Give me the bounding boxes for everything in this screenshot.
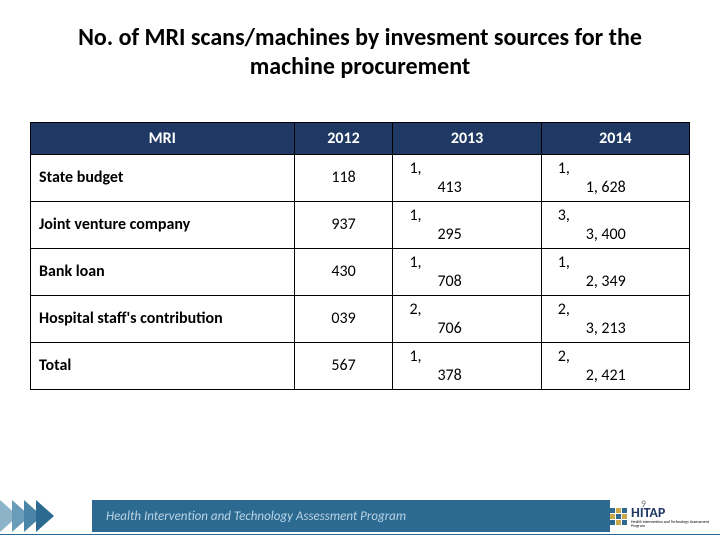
hitap-logo: HITAP Health Intervention and Technology… bbox=[610, 504, 720, 529]
chevron-icon bbox=[36, 500, 54, 532]
header-mri: MRI bbox=[31, 122, 295, 154]
cell-2012: 039 bbox=[294, 295, 393, 342]
cell-2012: 430 bbox=[294, 248, 393, 295]
row-label: Bank loan bbox=[31, 248, 295, 295]
cell-2014: 2,2, 421 bbox=[541, 342, 689, 389]
cell-2012: 118 bbox=[294, 154, 393, 201]
footer-program-name: Health Intervention and Technology Asses… bbox=[92, 500, 610, 532]
footer-rule bbox=[0, 534, 720, 535]
row-label: Total bbox=[31, 342, 295, 389]
row-label: Hospital staff's contribution bbox=[31, 295, 295, 342]
cell-2012: 937 bbox=[294, 201, 393, 248]
cell-2014: 2,3, 213 bbox=[541, 295, 689, 342]
header-2013: 2013 bbox=[393, 122, 541, 154]
cell-2012: 567 bbox=[294, 342, 393, 389]
footer-bar: Health Intervention and Technology Asses… bbox=[0, 500, 720, 532]
table-row: Bank loan4301,7081,2, 349 bbox=[31, 248, 690, 295]
footer-chevrons bbox=[0, 500, 92, 532]
row-label: Joint venture company bbox=[31, 201, 295, 248]
logo-mark-icon bbox=[610, 508, 627, 525]
table-body: State budget1181,4131,1, 628Joint ventur… bbox=[31, 154, 690, 389]
table-row: Joint venture company9371,2953,3, 400 bbox=[31, 201, 690, 248]
cell-2014: 1,1, 628 bbox=[541, 154, 689, 201]
cell-2013: 1,295 bbox=[393, 201, 541, 248]
cell-2013: 1,378 bbox=[393, 342, 541, 389]
table-header-row: MRI 2012 2013 2014 bbox=[31, 122, 690, 154]
cell-2014: 3,3, 400 bbox=[541, 201, 689, 248]
header-2014: 2014 bbox=[541, 122, 689, 154]
cell-2013: 2,706 bbox=[393, 295, 541, 342]
header-2012: 2012 bbox=[294, 122, 393, 154]
slide-number: 9 bbox=[641, 497, 646, 510]
logo-subtext: Health Intervention and Technology Asses… bbox=[631, 521, 720, 529]
table-row: Total5671,3782,2, 421 bbox=[31, 342, 690, 389]
footer: Health Intervention and Technology Asses… bbox=[0, 494, 720, 540]
footer-logo-area: HITAP Health Intervention and Technology… bbox=[610, 500, 720, 532]
mri-table: MRI 2012 2013 2014 State budget1181,4131… bbox=[30, 122, 690, 390]
table-row: State budget1181,4131,1, 628 bbox=[31, 154, 690, 201]
table-container: MRI 2012 2013 2014 State budget1181,4131… bbox=[0, 92, 720, 390]
table-row: Hospital staff's contribution0392,7062,3… bbox=[31, 295, 690, 342]
page-title: No. of MRI scans/machines by invesment s… bbox=[0, 0, 720, 92]
row-label: State budget bbox=[31, 154, 295, 201]
cell-2014: 1,2, 349 bbox=[541, 248, 689, 295]
cell-2013: 1,413 bbox=[393, 154, 541, 201]
cell-2013: 1,708 bbox=[393, 248, 541, 295]
